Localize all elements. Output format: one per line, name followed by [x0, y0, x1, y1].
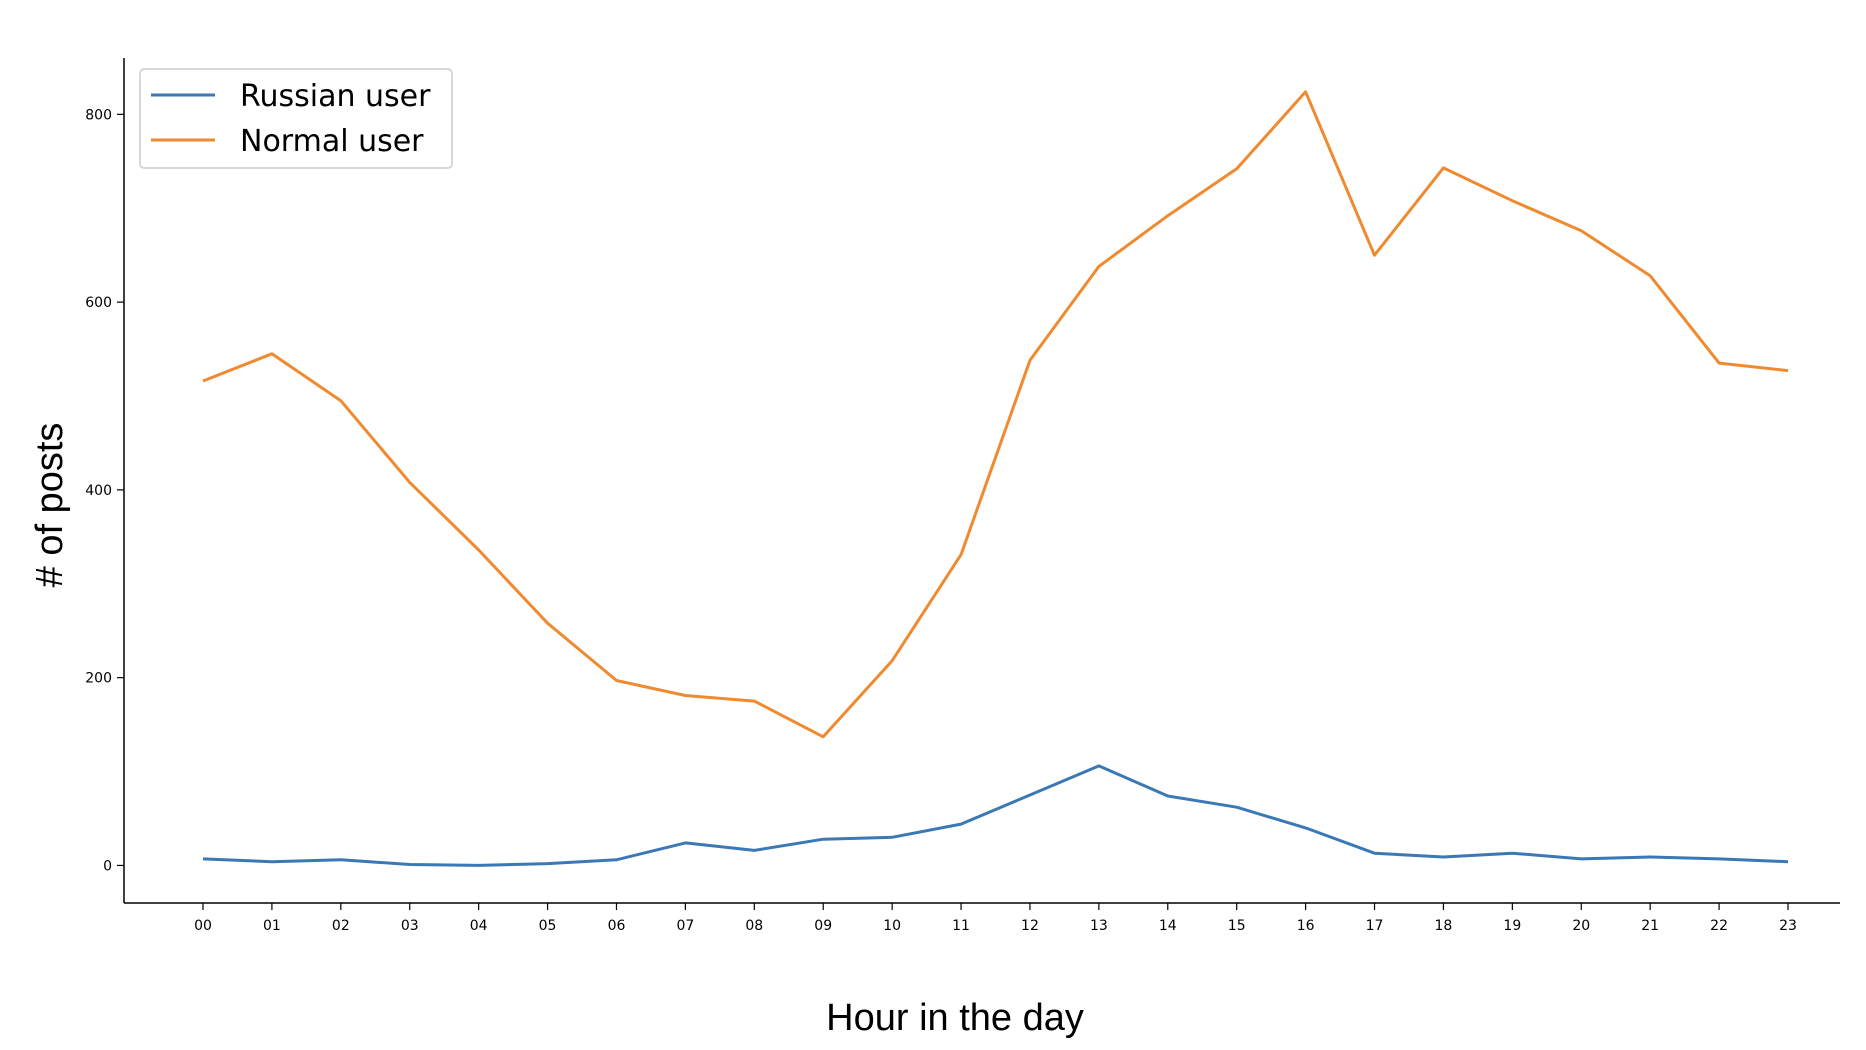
series-line-russian-user — [202, 764, 1789, 867]
x-tick-label: 03 — [401, 918, 419, 934]
x-tick-label: 16 — [1297, 918, 1315, 934]
x-tick-label: 06 — [608, 918, 626, 934]
x-tick-label: 11 — [952, 918, 970, 934]
y-tick-label: 200 — [85, 671, 112, 687]
x-tick-label: 14 — [1159, 918, 1177, 934]
y-axis-title: # of posts — [29, 423, 71, 588]
x-tick-label: 08 — [745, 918, 763, 934]
x-ticks: 00 01 02 03 04 05 06 07 08 09 10 11 12 13 14 15 16 17 18 19… — [194, 903, 1797, 934]
x-tick-label: 20 — [1572, 918, 1590, 934]
legend: Russian user Normal user — [139, 68, 453, 169]
y-ticks: 0 200 400 600 800 — [85, 107, 124, 874]
x-tick-label: 23 — [1779, 918, 1797, 934]
legend-label: Normal user — [240, 124, 424, 159]
x-tick-label: 02 — [332, 918, 350, 934]
x-tick-label: 18 — [1435, 918, 1453, 934]
y-tick-label: 800 — [85, 107, 112, 123]
x-tick-label: 10 — [883, 918, 901, 934]
x-tick-label: 07 — [676, 918, 694, 934]
legend-frame — [139, 68, 453, 169]
x-axis-title: Hour in the day — [826, 997, 1084, 1039]
series-lines — [202, 90, 1789, 867]
x-tick-label: 05 — [539, 918, 557, 934]
x-tick-label: 22 — [1710, 918, 1728, 934]
y-tick-label: 0 — [103, 858, 112, 874]
x-tick-label: 12 — [1021, 918, 1039, 934]
x-tick-label: 04 — [470, 918, 488, 934]
legend-entries: Russian user Normal user — [151, 79, 431, 159]
x-tick-label: 17 — [1366, 918, 1384, 934]
y-tick-label: 400 — [85, 483, 112, 499]
axes — [123, 58, 1840, 904]
legend-label: Russian user — [240, 79, 431, 114]
y-tick-label: 600 — [85, 295, 112, 311]
x-tick-label: 15 — [1228, 918, 1246, 934]
x-tick-label: 19 — [1503, 918, 1521, 934]
x-tick-label: 00 — [194, 918, 212, 934]
series-line-normal-user — [202, 90, 1789, 739]
x-tick-label: 13 — [1090, 918, 1108, 934]
x-tick-label: 21 — [1641, 918, 1659, 934]
x-tick-label: 01 — [263, 918, 281, 934]
x-tick-label: 09 — [814, 918, 832, 934]
